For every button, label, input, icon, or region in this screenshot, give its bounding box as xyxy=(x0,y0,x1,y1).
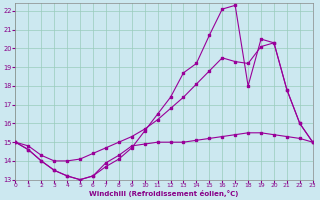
X-axis label: Windchill (Refroidissement éolien,°C): Windchill (Refroidissement éolien,°C) xyxy=(89,190,239,197)
